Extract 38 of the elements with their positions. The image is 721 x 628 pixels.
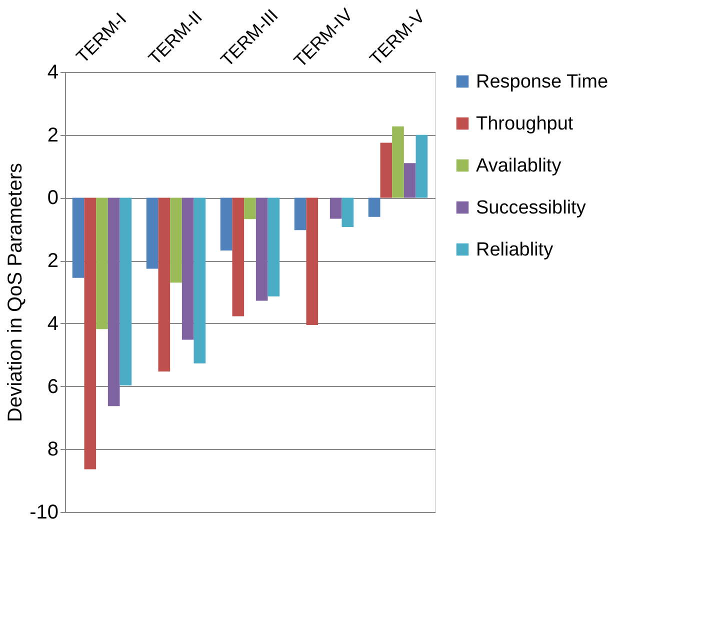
legend-label: Availablity bbox=[476, 156, 562, 176]
bar bbox=[404, 163, 416, 198]
legend-label: Successiblity bbox=[476, 198, 586, 218]
bar bbox=[392, 126, 404, 198]
bar bbox=[256, 198, 268, 301]
bar bbox=[182, 198, 194, 340]
bar bbox=[380, 142, 392, 198]
y-axis-title: Deviation in QoS Parameters bbox=[4, 162, 27, 422]
bar bbox=[330, 198, 342, 219]
y-tick-label: 2 bbox=[47, 250, 58, 272]
bar bbox=[108, 198, 120, 406]
y-tick-label: 4 bbox=[47, 312, 58, 335]
bar bbox=[72, 198, 84, 278]
bar bbox=[232, 198, 244, 316]
bar bbox=[146, 198, 158, 269]
bar bbox=[244, 198, 256, 220]
bar bbox=[368, 198, 380, 217]
bar bbox=[342, 198, 354, 227]
legend-label: Response Time bbox=[476, 72, 608, 92]
bar bbox=[96, 198, 108, 330]
y-tick-label: -10 bbox=[30, 502, 58, 524]
legend-label: Throughput bbox=[476, 114, 574, 134]
bar bbox=[120, 198, 132, 386]
y-tick-label: 0 bbox=[47, 187, 58, 210]
bar bbox=[220, 198, 232, 251]
bar bbox=[268, 198, 280, 296]
y-tick-label: 8 bbox=[47, 438, 58, 461]
bar bbox=[306, 198, 318, 325]
legend-label: Reliablity bbox=[476, 240, 554, 260]
y-tick-label: 2 bbox=[47, 124, 58, 146]
bar bbox=[84, 198, 96, 470]
bar bbox=[194, 198, 206, 364]
y-tick-label: 4 bbox=[47, 62, 58, 84]
bar bbox=[170, 198, 182, 283]
bar bbox=[416, 134, 428, 198]
bar bbox=[294, 198, 306, 230]
y-tick-label: 6 bbox=[47, 376, 58, 398]
bar bbox=[158, 198, 170, 372]
